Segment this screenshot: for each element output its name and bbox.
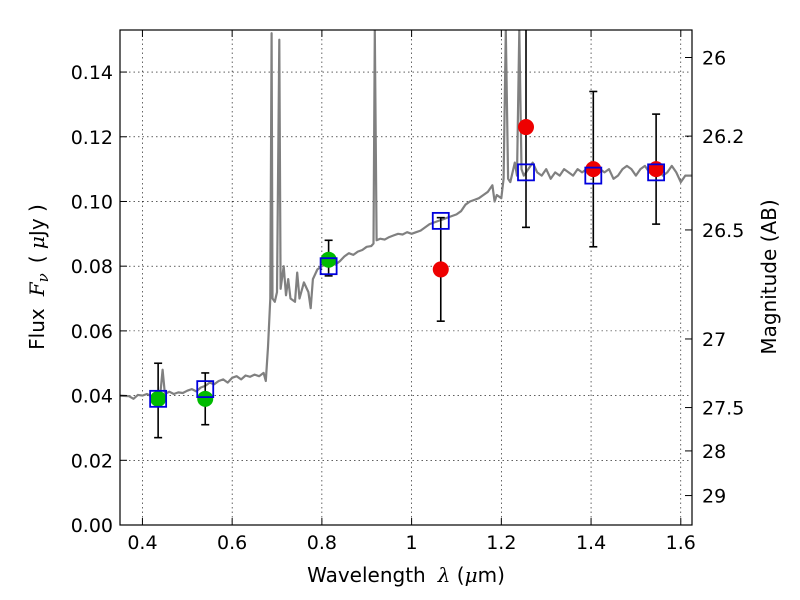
y2-tick-label: 28 — [702, 441, 726, 463]
tick-labels: 0.4 0.6 0.8 1 1.2 1.4 1.6 0.00 0.02 0.04 0.06 0.08 0… — [71, 48, 745, 555]
x-tick-label: 0.8 — [307, 532, 337, 554]
model-spectrum-layer — [120, 30, 692, 400]
y-axis-unit-rest: Jy ) — [25, 204, 49, 238]
y2-tick-label: 26 — [702, 48, 726, 70]
y-axis-label-prefix: Flux — [25, 308, 49, 350]
y-tick-label: 0.04 — [71, 386, 113, 408]
model-band-flux-square — [149, 389, 168, 408]
x-axis-unit-rest: m) — [478, 563, 505, 587]
x-tick-label: 1 — [406, 532, 418, 554]
grid — [120, 30, 692, 526]
model-band-flux-square — [196, 380, 215, 399]
model-band-flux-square — [319, 257, 338, 276]
y-tick-label: 0.02 — [71, 450, 113, 472]
tick-marks — [120, 30, 692, 526]
x-tick-label: 1.2 — [486, 532, 516, 554]
x-tick-label: 0.6 — [217, 532, 247, 554]
y-tick-label: 0.00 — [71, 515, 113, 537]
y-tick-label: 0.12 — [71, 127, 113, 149]
data-markers — [149, 119, 666, 408]
nir-data-point — [432, 261, 449, 278]
x-axis-unit-open: ( — [450, 563, 464, 587]
x-axis-label-prefix: Wavelength — [307, 563, 426, 587]
y-tick-label: 0.08 — [71, 256, 113, 278]
x-axis-symbol: λ — [437, 563, 451, 587]
y2-tick-label: 27.5 — [702, 398, 744, 420]
x-axis-unit-mu: μ — [465, 563, 478, 587]
model-band-flux-square — [584, 166, 603, 185]
y2-tick-label: 26.2 — [702, 126, 744, 148]
x-tick-label: 0.4 — [127, 532, 157, 554]
optical-data-point — [150, 390, 167, 407]
nir-data-point — [585, 161, 602, 178]
y2-tick-label: 29 — [702, 486, 726, 508]
y-axis-label: Flux Fν ( μJy ) — [25, 204, 52, 350]
y-axis-subscript: ν — [34, 273, 52, 282]
model-band-flux-square — [517, 163, 535, 182]
model-spectrum-line — [120, 30, 692, 400]
plot-background — [120, 30, 692, 525]
model-band-flux-square — [647, 163, 666, 182]
nir-data-point — [518, 119, 535, 136]
y-tick-label: 0.14 — [71, 62, 113, 84]
y2-tick-label: 27 — [702, 329, 726, 351]
y-tick-label: 0.06 — [71, 321, 113, 343]
x-tick-label: 1.4 — [576, 532, 606, 554]
x-axis-label: Wavelength λ (μm) — [307, 563, 505, 587]
plot-frame — [119, 29, 693, 526]
y-axis-unit-mu: μ — [25, 236, 49, 249]
y-axis-unit-open: ( — [25, 249, 49, 263]
x-tick-label: 1.6 — [666, 532, 696, 554]
y-axis-symbol: F — [25, 281, 49, 297]
optical-data-point — [197, 390, 214, 407]
model-band-flux-square — [431, 211, 450, 230]
y2-tick-label: 26.5 — [702, 220, 744, 242]
y-tick-label: 0.10 — [71, 191, 113, 213]
y2-axis-label: Magnitude (AB) — [757, 199, 781, 354]
optical-data-point — [320, 251, 337, 268]
